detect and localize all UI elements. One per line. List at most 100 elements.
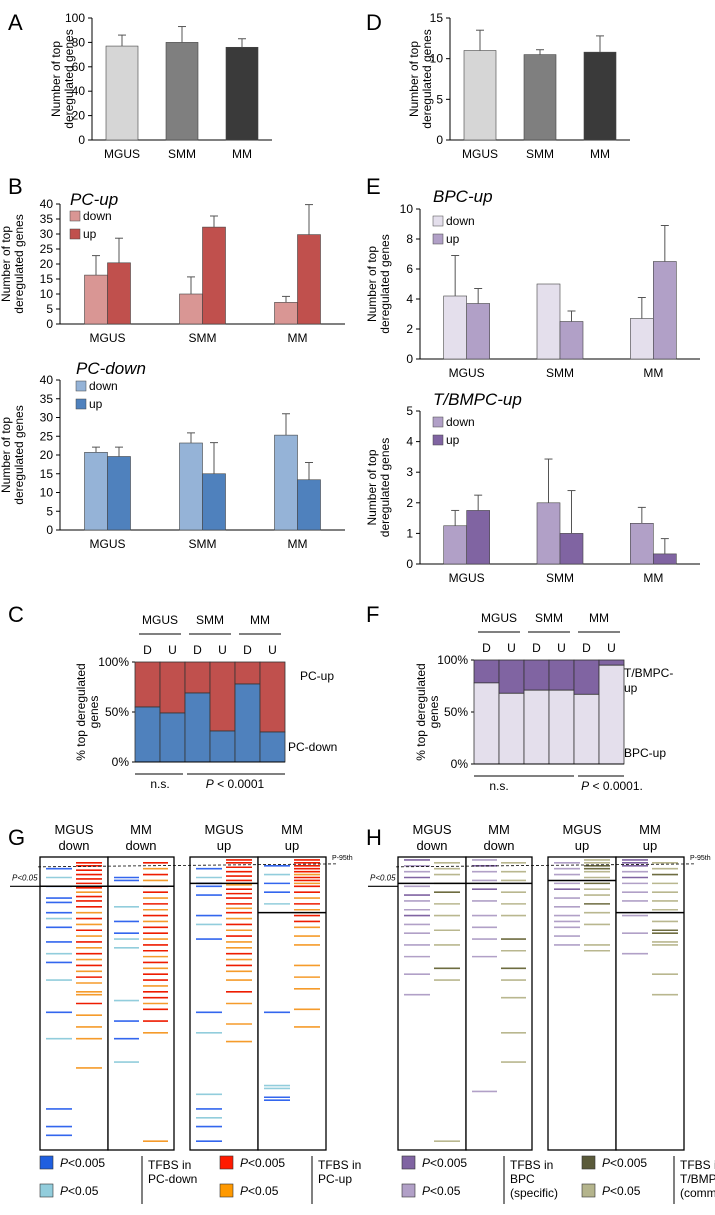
chart-c-segment-lower: [259, 731, 286, 763]
chart-a-category-label: SMM: [168, 147, 196, 161]
chart-f-segment-lower: [473, 682, 500, 765]
chart-e2-bar-down: [630, 523, 654, 565]
chart-f-segment-lower: [523, 689, 550, 765]
chart-c-ylabel: % top deregulated: [74, 663, 88, 760]
heatmap-h-box: [465, 856, 533, 1151]
chart-e2-bar-up: [559, 533, 584, 565]
chart-e1-category-label: SMM: [546, 366, 574, 380]
chart-f-segment-upper: [573, 659, 600, 695]
chart-c-segment-lower: [159, 712, 186, 763]
chart-b2-category-label: MM: [288, 537, 308, 551]
panel-label-d: D: [366, 10, 382, 35]
chart-f-segment-upper: [473, 659, 500, 684]
chart-e1-y-tick-label: 10: [400, 202, 414, 216]
chart-b2-bar-down: [84, 452, 108, 531]
chart-a-y-tick-label: 20: [72, 109, 86, 123]
chart-e1-legend-label: up: [446, 232, 460, 246]
chart-e2-legend-label: down: [446, 415, 475, 429]
chart-d-bar-all: [583, 51, 617, 141]
chart-e2-category-label: MM: [643, 571, 663, 585]
chart-c-segment-upper: [159, 661, 186, 714]
chart-c-column-label: U: [218, 643, 227, 657]
chart-a-ylabel: Number of top: [49, 41, 63, 117]
chart-c-segment-lower: [134, 706, 161, 763]
chart-e1-ylabel: Number of top: [365, 246, 379, 322]
chart-f-column-label: D: [482, 641, 491, 655]
panel-label-c: C: [8, 602, 24, 627]
chart-b2-bar-up: [107, 456, 131, 531]
chart-b1-bar-down: [274, 302, 298, 325]
chart-e1-ylabel: deregulated genes: [378, 234, 392, 333]
chart-b2-bar-down: [179, 442, 203, 531]
chart-b1-bar-down: [179, 293, 203, 325]
chart-f-group-label: SMM: [535, 611, 563, 625]
chart-c-group-label: MM: [250, 613, 270, 627]
heatmap-g-box: [257, 856, 327, 1151]
chart-f-segment-lower: [598, 664, 625, 765]
chart-b1-bar-up: [297, 234, 321, 325]
chart-c-group-label: SMM: [196, 613, 224, 627]
chart-e1-title: BPC-up: [433, 187, 493, 206]
heatmap-g-title: up: [217, 838, 231, 853]
legend-h-swatch: [401, 1183, 416, 1198]
chart-e1-legend-label: down: [446, 214, 475, 228]
legend-h-group: BPC: [510, 1172, 535, 1186]
heatmap-h-p95-label: P-95th: [690, 855, 711, 862]
chart-e1-y-tick-label: 8: [406, 232, 413, 246]
chart-a-y-tick-label: 100: [65, 11, 85, 25]
chart-a-y-tick-label: 40: [72, 84, 86, 98]
chart-c-y-tick-label: 0%: [112, 755, 130, 769]
chart-b1-category-label: MM: [288, 331, 308, 345]
chart-d-bar-all: [523, 54, 557, 141]
chart-c-stat-label: P < 0.0001: [206, 777, 265, 791]
panel-label-b: B: [8, 174, 23, 199]
chart-b1-y-tick-label: 30: [40, 227, 54, 241]
chart-e1-legend-swatch: [432, 215, 444, 227]
chart-e2-bar-up: [653, 553, 677, 565]
panel-label-h: H: [366, 825, 382, 850]
chart-c-column-label: D: [243, 643, 252, 657]
chart-d-bar-all: [463, 50, 497, 141]
chart-b2-y-tick-label: 30: [40, 411, 54, 425]
chart-b2-y-tick-label: 15: [40, 467, 54, 481]
chart-f-ylabel: % top deregulated: [414, 663, 428, 760]
panel-label-g: G: [8, 825, 25, 850]
heatmap-g-title: MM: [130, 822, 152, 837]
chart-f-group-label: MM: [589, 611, 609, 625]
chart-b1-y-tick-label: 0: [46, 317, 53, 331]
heatmap-h-title: up: [643, 838, 657, 853]
legend-h-swatch: [581, 1183, 596, 1198]
chart-a-category-label: MM: [232, 147, 252, 161]
legend-h-label: P<0.05: [422, 1184, 461, 1198]
chart-a-y-tick-label: 80: [72, 35, 86, 49]
chart-c-segment-upper: [209, 661, 236, 732]
chart-e1-y-tick-label: 4: [406, 292, 413, 306]
chart-b2-y-tick-label: 40: [40, 373, 54, 387]
chart-b1-y-tick-label: 20: [40, 257, 54, 271]
chart-e2-y-tick-label: 5: [406, 404, 413, 418]
heatmap-h-title: MM: [639, 822, 661, 837]
legend-g-swatch: [39, 1183, 54, 1198]
chart-a-bar-all: [165, 42, 199, 141]
chart-f-y-tick-label: 100%: [437, 653, 468, 667]
chart-c-column-label: D: [193, 643, 202, 657]
chart-b1-y-tick-label: 10: [40, 287, 54, 301]
chart-b1-ylabel: Number of top: [0, 226, 13, 302]
chart-e2-y-tick-label: 4: [406, 435, 413, 449]
chart-b2-legend-swatch: [75, 398, 87, 410]
chart-c-segment-upper: [134, 661, 161, 708]
chart-d-category-label: MGUS: [462, 147, 498, 161]
chart-b2-category-label: SMM: [189, 537, 217, 551]
chart-b2-bar-down: [274, 434, 298, 531]
chart-e2-ylabel: Number of top: [365, 449, 379, 525]
chart-e2-legend-swatch: [432, 434, 444, 446]
chart-c-column-label: U: [268, 643, 277, 657]
chart-d-y-tick-label: 0: [436, 133, 443, 147]
chart-e2-y-tick-label: 2: [406, 496, 413, 510]
chart-e2-title: T/BMPC-up: [433, 390, 522, 409]
chart-b1-legend-label: up: [83, 227, 97, 241]
chart-b2-ylabel: Number of top: [0, 417, 13, 493]
chart-f-y-tick-label: 0%: [451, 757, 469, 771]
chart-e1-bar-down: [536, 283, 561, 360]
chart-b1-legend-label: down: [83, 209, 112, 223]
